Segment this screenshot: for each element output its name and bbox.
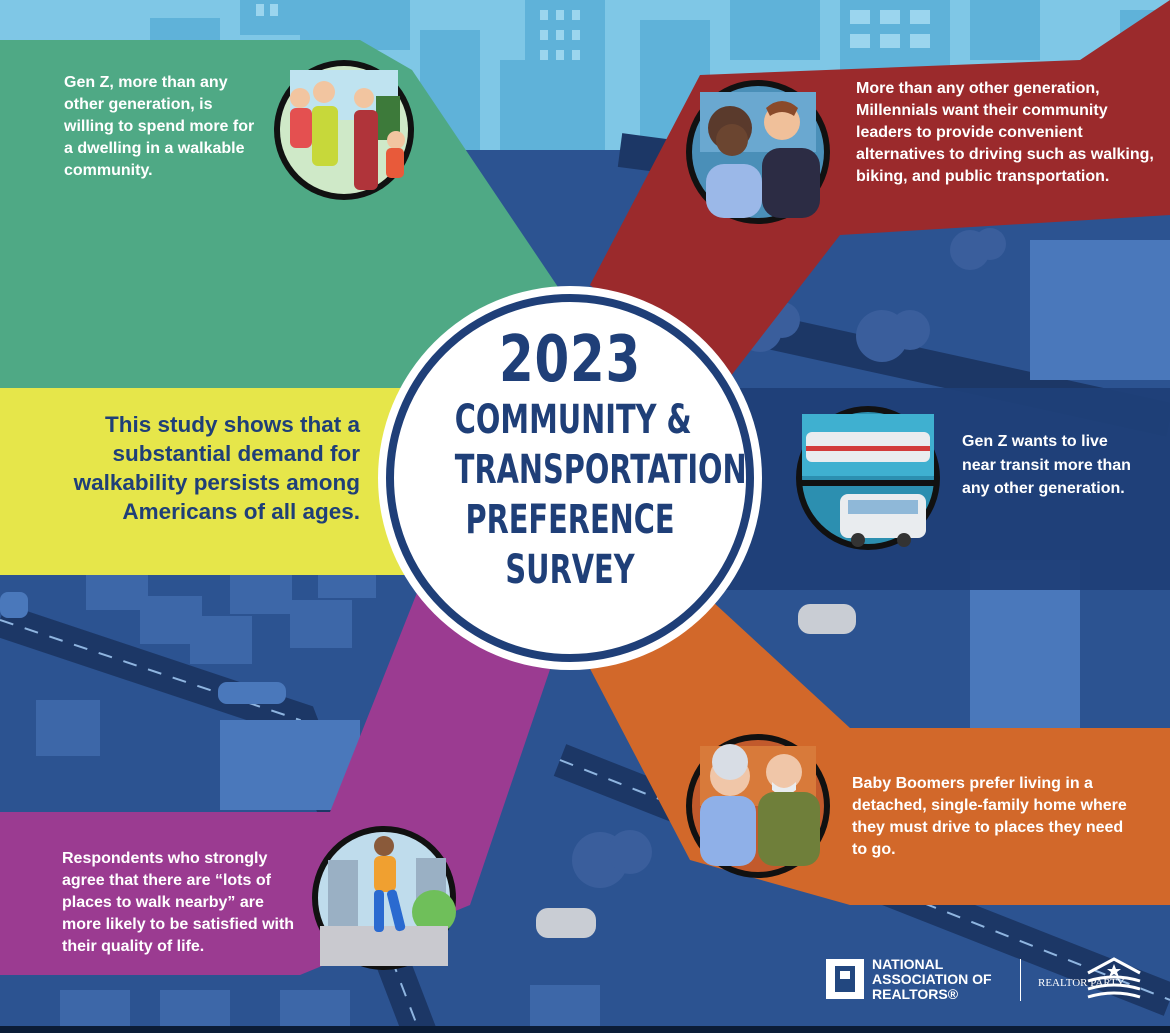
transit-illustration — [796, 406, 940, 550]
title-line-4: SURVEY — [505, 547, 635, 593]
millennials-text: More than any other generation, Millenni… — [856, 80, 1154, 185]
study-text: This study shows that a substantial dema… — [73, 412, 360, 524]
boomers-illustration — [686, 734, 830, 878]
survey-title: 2023 COMMUNITY & TRANSPORTATION PREFEREN… — [410, 323, 747, 595]
title-line-3: PREFERENCE — [465, 497, 675, 543]
survey-year: 2023 — [498, 323, 642, 397]
genz-transit-text: Gen Z wants to live near transit more th… — [962, 433, 1131, 497]
millennial-couple-illustration — [686, 80, 830, 224]
logo-area: NATIONAL ASSOCIATION OF REALTORS® REALTO… — [826, 955, 1146, 1015]
title-line-1: COMMUNITY & — [454, 397, 692, 443]
respondents-text: Respondents who strongly agree that ther… — [62, 850, 295, 955]
boomers-text: Baby Boomers prefer living in a detached… — [852, 775, 1127, 858]
genz-dwelling-text: Gen Z, more than any other generation, i… — [64, 74, 255, 179]
logo-divider — [1020, 959, 1021, 1001]
nar-logo-icon — [826, 959, 864, 999]
realtor-party-flag-icon — [1087, 957, 1141, 999]
walker-illustration — [312, 826, 456, 970]
nar-logo-text: NATIONAL ASSOCIATION OF REALTORS® — [872, 956, 992, 1002]
title-line-2: TRANSPORTATION — [454, 447, 747, 493]
family-illustration — [274, 60, 414, 200]
